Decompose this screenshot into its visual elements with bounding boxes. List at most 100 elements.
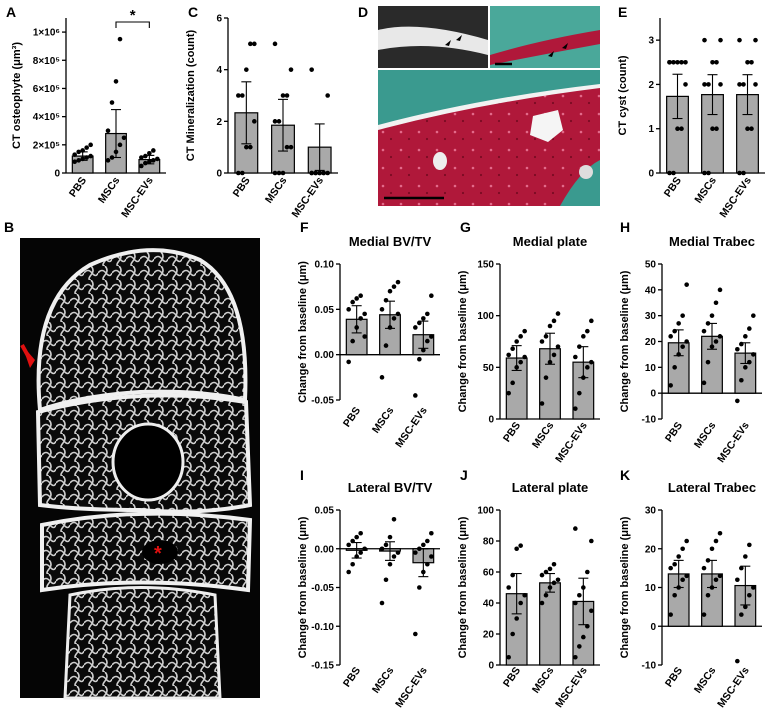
chart-a-ytick-label: 6×10⁵ [33,84,61,95]
chart-k-point [735,577,740,583]
chart-h-point [684,339,689,344]
chart-f-category-label: PBS [341,405,363,430]
chart-k-point [668,565,673,571]
chart-g-point [539,339,545,344]
chart-c-point [236,170,241,176]
chart-g-point [539,401,545,406]
micro-ct-cyst [142,540,178,564]
chart-f-point [354,296,359,301]
chart-f-point [425,338,430,344]
chart-a-point [117,142,123,148]
chart-e-point [671,59,676,65]
chart-g-point [551,352,557,358]
chart-a-point [109,100,115,105]
micro-ct-cyst-marker: * [154,543,162,565]
chart-j-point [555,577,561,583]
histology-vessel [579,165,593,179]
chart-k-point [747,592,752,598]
chart-h-point [717,334,723,339]
histology-arrow-icon [445,35,462,46]
chart-c-point [313,170,318,176]
chart-g-ytick-label: 0 [488,415,494,426]
chart-e-point [667,170,672,176]
chart-c-point [284,144,290,150]
chart-i-point [379,546,385,552]
chart-h-point [705,321,711,326]
chart-h-point [751,352,756,357]
chart-g-point [555,311,561,316]
chart-g-ytick-label: 50 [483,363,495,374]
chart-h-point [739,377,744,383]
chart-f-category-label: MSCs [370,405,397,436]
chart-h-point [747,326,752,331]
chart-g-category-label: PBS [501,420,523,445]
micro-ct-arrow-shaft [20,344,34,364]
panel-letter-e: E [618,4,627,20]
chart-j-point [573,526,578,531]
chart-f-point [354,325,359,330]
chart-e-point [675,126,680,132]
chart-i-point [395,550,401,555]
chart-j-point [585,623,590,629]
chart-e-point [745,59,750,65]
histology-ct-cortex [378,26,488,55]
chart-h-ytick-label: 40 [645,285,657,296]
chart-k: Lateral Trabec Change from baseline (μm)-… [619,480,762,710]
chart-c-point [280,170,286,176]
chart-f-point [379,307,385,312]
chart-k-point [672,561,677,567]
chart-e-ytick-label: 1 [648,124,654,135]
chart-j-ytick-label: 80 [483,537,495,548]
chart-f-point [350,299,355,305]
chart-g-point [585,328,590,334]
chart-c-ytick-label: 2 [216,117,222,128]
chart-i-point [362,546,367,552]
chart-h-ytick-label: 50 [645,260,657,271]
chart-h-ytick-label: 20 [645,337,657,348]
chart-h-point [739,341,744,347]
chart-i-ytick-label: -0.05 [311,583,334,594]
chart-f-point [362,311,367,317]
chart-e-point [737,170,742,176]
chart-j-ytick-label: 0 [488,661,494,672]
chart-g-point [547,359,553,365]
chart-h-title: Medial Trabec [669,234,755,249]
chart-i-ytick-label: 0.05 [315,506,335,517]
chart-i-point [387,561,393,567]
chart-g-point [585,365,590,370]
chart-j-point [543,592,549,598]
chart-j-point [585,569,590,575]
chart-a-point [80,156,85,162]
chart-i-point [413,550,418,555]
chart-e-point [679,59,684,65]
chart-c: CT Mineralization (count) 0 2 4 6 PBS MSCs MSC-… [185,14,338,220]
chart-k-point [735,658,740,664]
chart-a-ytick-label: 0 [54,169,60,180]
chart-j-point [518,600,523,606]
chart-i: Lateral BV/TV Change from baseline (μm)-0… [297,480,440,710]
chart-a-ytick-label: 1×10⁶ [33,28,60,39]
chart-h-point [713,300,719,306]
chart-j-point [551,561,557,567]
chart-g: Medial plate Change from baseline (μm) 0 50… [457,234,600,465]
chart-g-point [573,354,578,360]
chart-j-point [514,616,519,621]
chart-h-point [713,339,719,344]
chart-f-point [391,284,397,289]
chart-e-point [737,82,742,87]
chart-a-point [155,156,160,162]
chart-k-point [680,546,685,552]
chart-f-point [395,311,401,317]
chart-f-point [425,311,430,317]
chart-f: Medial BV/TV Change from baseline (μm) -0.… [297,234,440,450]
panel-letter-c: C [188,4,198,20]
chart-e-point [741,170,746,176]
chart-i-ytick-label: -0.15 [311,661,334,672]
chart-g-category-label: MSC-EVs [553,420,590,465]
histology-overview-arrow-icon [548,43,568,57]
chart-h-point [747,359,752,365]
chart-j-ytick-label: 100 [477,506,494,517]
chart-c-point [248,41,253,47]
chart-h-point [743,365,748,370]
chart-e-point [745,126,750,132]
